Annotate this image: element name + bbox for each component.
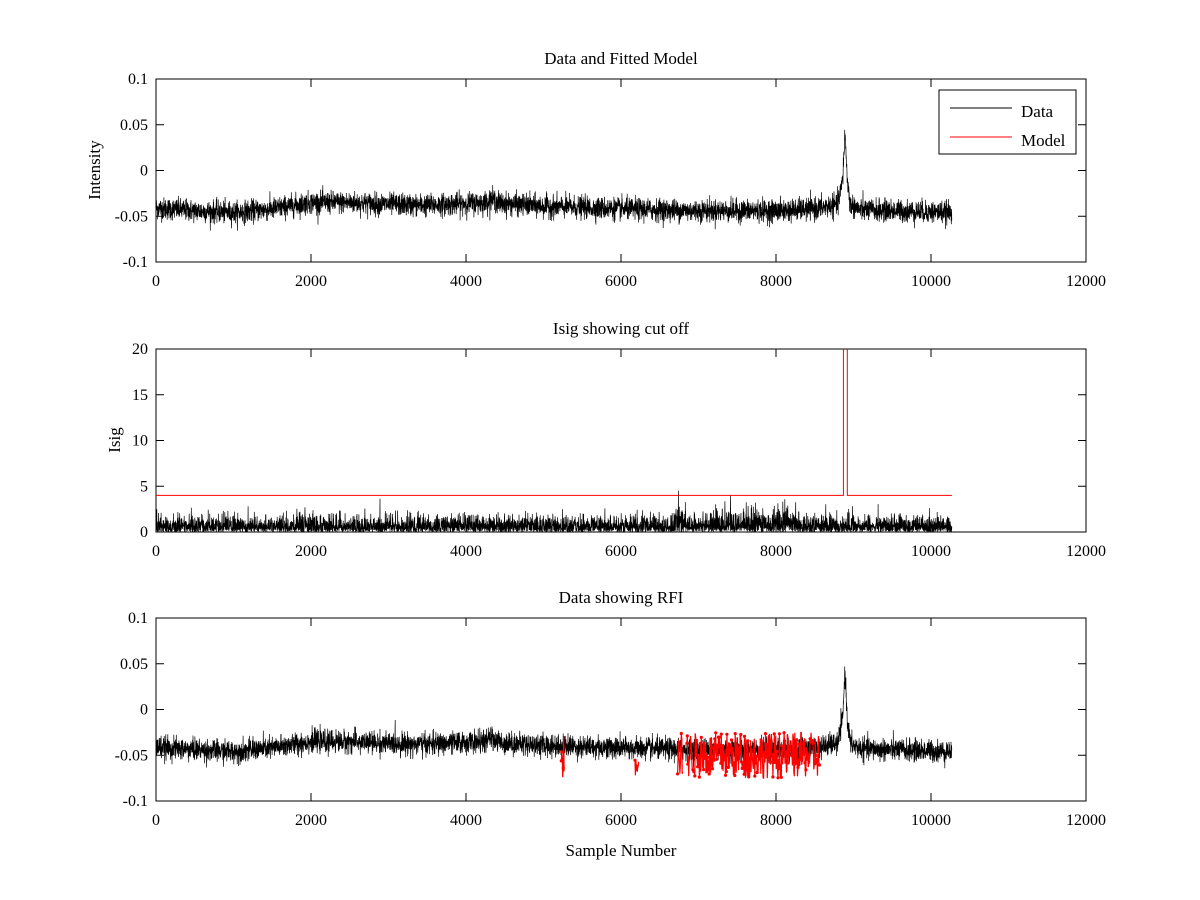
y-tick-label: -0.1 [123, 254, 148, 271]
y-tick-label: 0 [140, 702, 148, 719]
y-tick-label: 0.05 [120, 656, 148, 673]
y-tick-label: 5 [140, 478, 148, 495]
panel-1-ticks: 0 2000 4000 6000 8000 10000 12000 -0.1 -0.05 0 0.0… [115, 71, 1106, 290]
y-tick-label: 10 [132, 433, 148, 450]
x-tick-label: 12000 [1066, 812, 1106, 829]
panel-2: 0 2000 4000 6000 8000 10000 12000 0 5 10 15 20 Isig… [105, 319, 1106, 560]
panel-3-ticks: 0 2000 4000 6000 8000 10000 12000 -0.1 -0.05 0 0.0… [115, 610, 1106, 829]
series-flagged-segment [634, 760, 640, 776]
panel-2-title: Isig showing cut off [553, 319, 689, 338]
x-tick-label: 2000 [295, 543, 327, 560]
y-tick-label: 0.1 [128, 71, 148, 88]
x-tick-label: 8000 [760, 543, 792, 560]
legend-box [938, 89, 1077, 155]
x-tick-label: 12000 [1066, 543, 1106, 560]
x-tick-label: 6000 [605, 273, 637, 290]
panel-1: 0 2000 4000 6000 8000 10000 12000 -0.1 -0.05 0 0.0… [85, 49, 1106, 290]
panel-1-axes-box [155, 78, 1087, 263]
panel-2-ticks: 0 2000 4000 6000 8000 10000 12000 0 5 10 15 20 [132, 341, 1106, 560]
x-tick-label: 2000 [295, 812, 327, 829]
x-tick-label: 10000 [911, 543, 951, 560]
panel-3-axes-box [155, 617, 1087, 802]
y-tick-label: 0 [140, 163, 148, 180]
y-tick-label: 0 [140, 524, 148, 541]
y-tick-label: 0.1 [128, 610, 148, 627]
y-tick-label: 0.05 [120, 117, 148, 134]
x-tick-label: 0 [152, 812, 160, 829]
panel-1-ylabel: Intensity [85, 140, 104, 200]
x-tick-label: 2000 [295, 273, 327, 290]
panel-2-axes-box [155, 348, 1087, 533]
x-tick-label: 10000 [911, 812, 951, 829]
y-tick-label: -0.05 [115, 747, 148, 764]
y-tick-label: 15 [132, 387, 148, 404]
legend-data-label: Data [1021, 102, 1054, 121]
panel-3-plot-area [155, 666, 953, 780]
x-tick-label: 4000 [450, 543, 482, 560]
x-tick-label: 8000 [760, 273, 792, 290]
x-tick-label: 12000 [1066, 273, 1106, 290]
panel-3: 0 2000 4000 6000 8000 10000 12000 -0.1 -0.05 0 0.0… [115, 588, 1106, 860]
series-flagged-segment [560, 736, 565, 778]
x-tick-label: 6000 [605, 812, 637, 829]
series-cutoff-line [156, 349, 952, 496]
y-tick-label: -0.1 [123, 793, 148, 810]
panel-2-ylabel: Isig [105, 427, 124, 453]
x-tick-label: 10000 [911, 273, 951, 290]
legend-model-label: Model [1021, 131, 1066, 150]
panel-1-plot-area [155, 129, 953, 231]
x-tick-label: 4000 [450, 273, 482, 290]
x-tick-label: 6000 [605, 543, 637, 560]
y-tick-label: -0.05 [115, 208, 148, 225]
y-tick-label: 20 [132, 341, 148, 358]
panel-3-title: Data showing RFI [559, 588, 684, 607]
panel-2-plot-area [155, 349, 953, 534]
panel-3-xlabel: Sample Number [566, 841, 677, 860]
legend: Data Model [938, 89, 1077, 155]
series-isig-line [155, 490, 953, 534]
x-tick-label: 0 [152, 273, 160, 290]
x-tick-label: 8000 [760, 812, 792, 829]
series-flagged-segment [686, 731, 820, 779]
series-data-line [155, 129, 953, 231]
series-flagged-segment [677, 733, 684, 774]
x-tick-label: 4000 [450, 812, 482, 829]
panel-1-title: Data and Fitted Model [544, 49, 698, 68]
x-tick-label: 0 [152, 543, 160, 560]
